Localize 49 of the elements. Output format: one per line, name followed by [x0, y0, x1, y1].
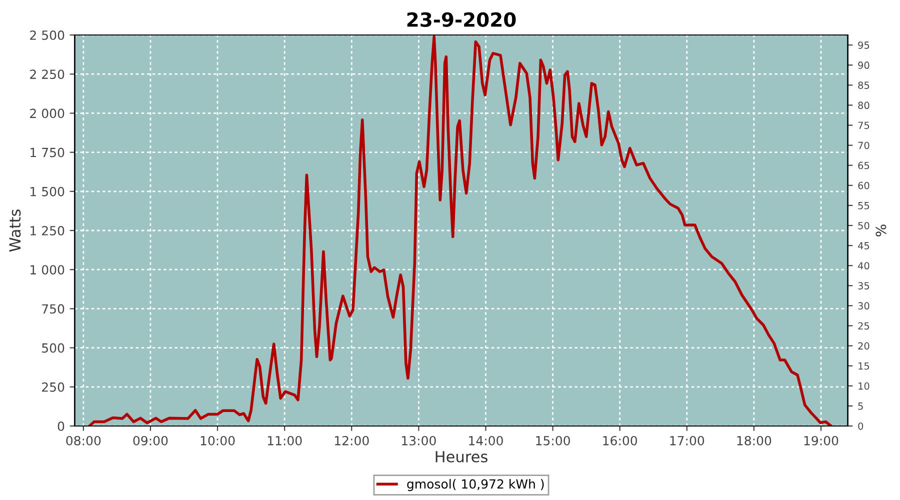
x-tick-label: 14:00: [469, 436, 503, 446]
x-tick-label: 11:00: [268, 436, 302, 446]
y2-axis-title: %: [876, 224, 886, 236]
legend-label: gmosol( 10,972 kWh ): [407, 479, 544, 492]
x-tick-label: 18:00: [737, 436, 772, 446]
y2-tick-label: 5: [858, 402, 863, 410]
y2-tick-label: 75: [858, 122, 870, 130]
y-tick-label: 1 750: [30, 148, 64, 158]
y2-tick-label: 0: [858, 422, 864, 430]
y2-tick-label: 40: [858, 262, 870, 270]
x-tick-label: 12:00: [334, 436, 369, 446]
y2-tick-label: 50: [858, 222, 870, 230]
y-tick-label: 500: [42, 343, 64, 353]
y-tick-label: 1 500: [30, 186, 64, 196]
y2-tick-label: 55: [858, 202, 870, 210]
y2-tick-label: 90: [858, 62, 870, 69]
x-tick-label: 17:00: [670, 436, 704, 446]
y-tick-label: 2 500: [30, 30, 64, 40]
y-tick-label: 0: [58, 421, 64, 431]
chart-title: 23-9-2020: [407, 12, 516, 27]
x-tick-label: 13:00: [402, 436, 436, 446]
y-tick-label: 1 000: [30, 265, 64, 275]
y-tick-label: 2 250: [30, 70, 64, 80]
y2-tick-label: 65: [858, 162, 870, 170]
y2-tick-label: 85: [858, 82, 870, 89]
x-tick-label: 16:00: [603, 436, 638, 446]
y-tick-label: 2 000: [30, 108, 64, 118]
y-axis-title: Watts: [9, 210, 21, 252]
y2-tick-label: 80: [858, 102, 870, 110]
y2-tick-label: 20: [858, 342, 870, 350]
y2-tick-label: 35: [858, 282, 870, 290]
y-tick-label: 250: [42, 382, 64, 392]
x-tick-label: 08:00: [66, 436, 101, 446]
y-tick-label: 1 250: [30, 226, 64, 236]
y2-tick-label: 70: [858, 142, 870, 150]
x-axis-title: Heures: [436, 451, 488, 462]
y2-tick-label: 10: [858, 382, 870, 390]
x-tick-label: 09:00: [133, 436, 168, 446]
x-tick-label: 19:00: [804, 436, 838, 446]
y2-tick-label: 45: [858, 242, 870, 250]
y2-tick-label: 30: [858, 302, 870, 310]
x-tick-label: 10:00: [200, 436, 235, 446]
y2-tick-label: 60: [858, 182, 870, 190]
y-tick-label: 750: [42, 304, 64, 314]
y2-tick-label: 15: [858, 362, 870, 370]
line-series: [88, 35, 832, 426]
y2-tick-label: 95: [858, 42, 870, 49]
x-tick-label: 15:00: [536, 436, 570, 446]
y2-tick-label: 25: [858, 322, 870, 330]
